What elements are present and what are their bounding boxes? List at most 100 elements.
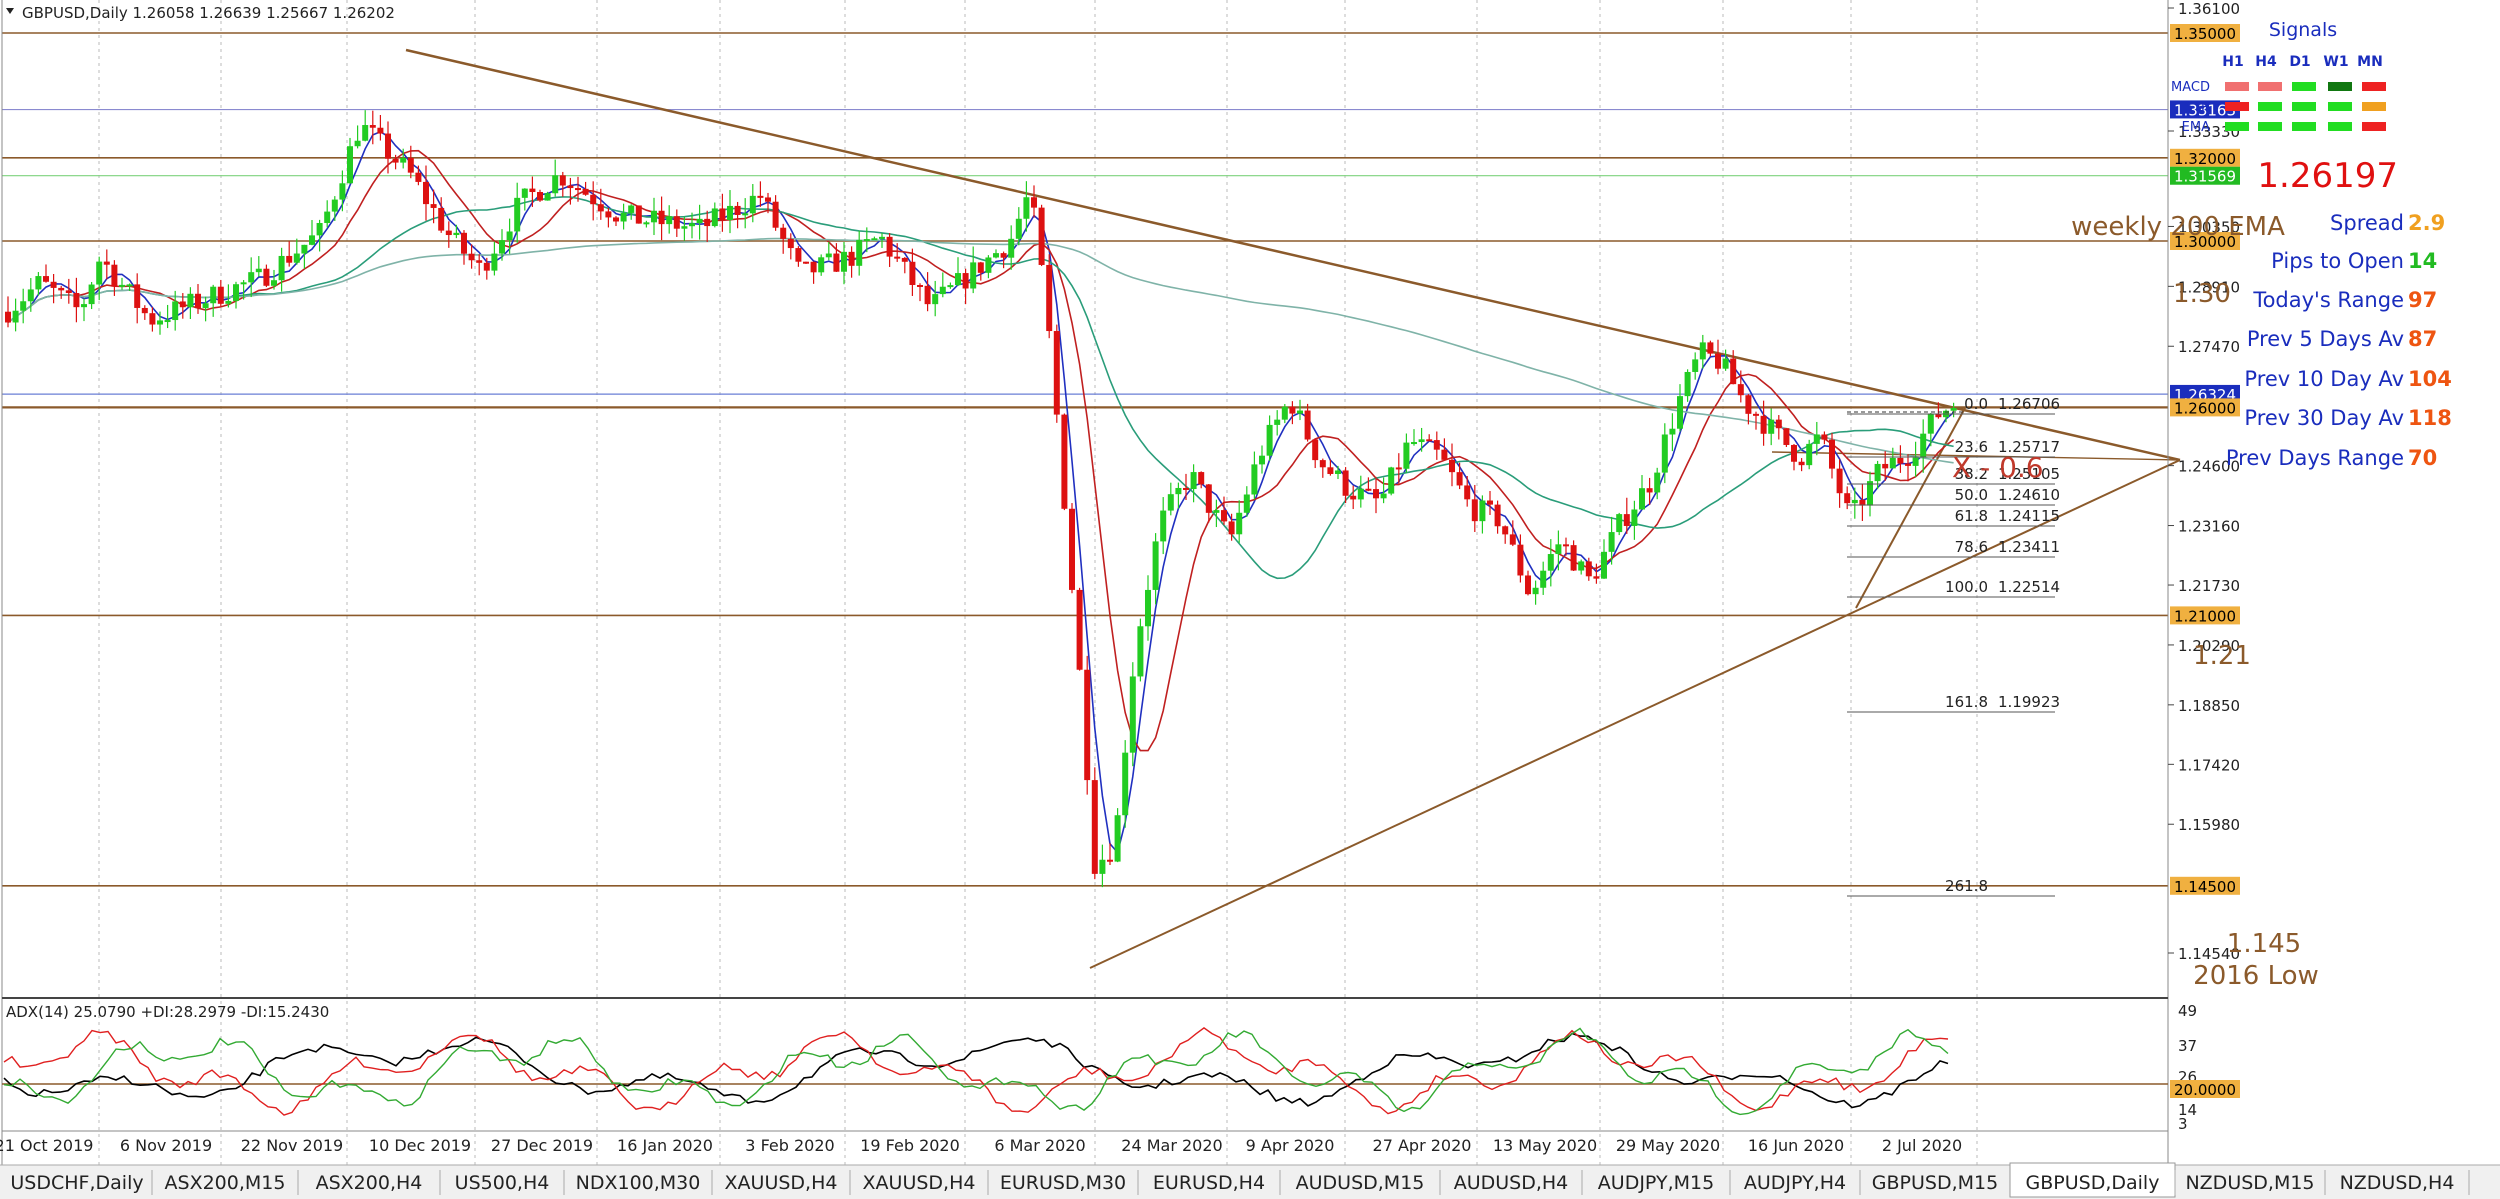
candle — [1547, 554, 1554, 571]
candle — [993, 253, 999, 258]
price-axis-label: 1.31569 — [2174, 168, 2236, 186]
tab-gbpusd-m15[interactable]: GBPUSD,M15 — [1872, 1172, 1998, 1194]
tab-xauusd-h4[interactable]: XAUUSD,H4 — [725, 1172, 838, 1194]
tab-audjpy-h4[interactable]: AUDJPY,H4 — [1744, 1172, 1846, 1194]
tab-nzdusd-h4[interactable]: NZDUSD,H4 — [2340, 1172, 2455, 1194]
date-axis: 21 Oct 2019 6 Nov 2019 22 Nov 2019 10 Dec 2… — [0, 1136, 1962, 1155]
candle — [445, 230, 452, 236]
horizontal-levels — [2, 32, 2168, 887]
candle — [499, 240, 505, 254]
chart-tabs[interactable]: USDCHF,Daily ASX200,M15 ASX200,H4 US500,H4 N… — [0, 1162, 2500, 1199]
signals-panel: Signals H1 H4 D1 W1 MN MACD STR EMA — [2171, 19, 2386, 135]
tab-audusd-m15[interactable]: AUDUSD,M15 — [1296, 1172, 1425, 1194]
fib-level-pct: 261.8 — [1945, 877, 1988, 895]
candle — [1205, 484, 1212, 513]
candle — [233, 284, 239, 301]
candle — [871, 238, 878, 241]
candle — [1099, 859, 1106, 874]
tab-xauusd-h4[interactable]: XAUUSD,H4 — [863, 1172, 976, 1194]
info-row-value: 97 — [2408, 288, 2437, 312]
price-axis-label: 1.30350 — [2178, 218, 2240, 236]
candle — [1350, 495, 1357, 500]
candle — [20, 301, 27, 311]
fib-level-pct: 50.0 — [1955, 486, 1988, 504]
tab-nzdusd-m15[interactable]: NZDUSD,M15 — [2185, 1172, 2314, 1194]
candle — [1532, 587, 1539, 595]
tab-gbpusd-daily[interactable]: GBPUSD,Daily — [2026, 1172, 2160, 1194]
candle — [58, 287, 65, 291]
tab-us500-h4[interactable]: US500,H4 — [455, 1172, 550, 1194]
tab-audjpy-m15[interactable]: AUDJPY,M15 — [1598, 1172, 1714, 1194]
signal-cell — [2292, 82, 2316, 91]
candle — [225, 300, 232, 304]
candle — [339, 183, 346, 200]
fib-level-pct: 161.8 — [1945, 693, 1988, 711]
signal-row-label: MACD — [2171, 80, 2210, 95]
candle — [658, 210, 665, 225]
candle — [1479, 500, 1486, 522]
info-row-label: Today's Range — [2252, 288, 2404, 312]
candle — [468, 253, 475, 261]
signal-cell — [2328, 102, 2352, 111]
date-axis-label: 13 May 2020 — [1493, 1136, 1597, 1155]
tab-audusd-h4[interactable]: AUDUSD,H4 — [1454, 1172, 1569, 1194]
candle — [514, 197, 521, 232]
candle — [939, 286, 946, 295]
tab-usdchf-daily[interactable]: USDCHF,Daily — [10, 1172, 143, 1194]
candle — [932, 294, 939, 305]
candle — [1228, 521, 1235, 535]
price-axis-label: 1.35000 — [2174, 25, 2236, 43]
fib-level-price: 1.25717 — [1998, 438, 2060, 456]
candle — [88, 284, 95, 305]
tab-eurusd-m30[interactable]: EURUSD,M30 — [1000, 1172, 1126, 1194]
price-axis-label: 1.20290 — [2178, 637, 2240, 655]
level-label-130: 1.30 — [2173, 279, 2231, 309]
info-row-value: 70 — [2408, 446, 2437, 470]
candle — [537, 192, 543, 201]
menu-arrow-icon[interactable] — [6, 8, 14, 14]
price-axis-label: 1.15980 — [2178, 816, 2240, 834]
tab-eurusd-h4[interactable]: EURUSD,H4 — [1153, 1172, 1265, 1194]
candle — [1000, 253, 1007, 258]
candle — [1069, 508, 1075, 590]
candle — [111, 264, 118, 287]
fib-level-pct: 38.2 — [1955, 465, 1988, 483]
signals-title: Signals — [2269, 19, 2337, 41]
candle — [81, 304, 87, 308]
candle — [195, 293, 201, 309]
candle — [552, 175, 559, 194]
date-axis-label: 27 Dec 2019 — [491, 1136, 593, 1155]
candle — [491, 253, 498, 271]
signal-timeframe: D1 — [2289, 54, 2310, 70]
candle — [453, 232, 460, 236]
level-label-121: 1.21 — [2193, 641, 2251, 671]
candle — [521, 188, 528, 198]
candle — [1213, 510, 1220, 513]
price-axis-label: 1.33330 — [2178, 123, 2240, 141]
candle — [1935, 413, 1942, 418]
fibonacci-retracement[interactable]: 0.0 1.26706 23.6 1.25717 38.2 1.25105 50.0 1.24… — [1847, 395, 2060, 897]
candle — [673, 216, 680, 229]
candle — [119, 284, 125, 287]
candle — [1388, 467, 1395, 494]
candle — [1380, 493, 1387, 499]
candle — [1441, 449, 1448, 460]
candle — [590, 194, 597, 205]
candle — [1692, 359, 1699, 372]
candle — [1236, 512, 1243, 535]
date-axis-label: 16 Jun 2020 — [1748, 1136, 1844, 1155]
fib-level-pct: 23.6 — [1955, 438, 1988, 456]
candle — [1426, 439, 1433, 442]
fib-level-pct: 0.0 — [1964, 395, 1988, 413]
tab-asx200-m15[interactable]: ASX200,M15 — [165, 1172, 286, 1194]
candle — [1084, 669, 1091, 781]
candle — [1859, 499, 1866, 506]
candle — [1502, 526, 1509, 535]
tab-asx200-h4[interactable]: ASX200,H4 — [316, 1172, 423, 1194]
candle — [286, 255, 293, 263]
candle — [1836, 468, 1843, 494]
tab-ndx100-m30[interactable]: NDX100,M30 — [576, 1172, 701, 1194]
symbol-header: GBPUSD,Daily 1.26058 1.26639 1.25667 1.2… — [22, 4, 395, 22]
candle — [43, 276, 49, 282]
